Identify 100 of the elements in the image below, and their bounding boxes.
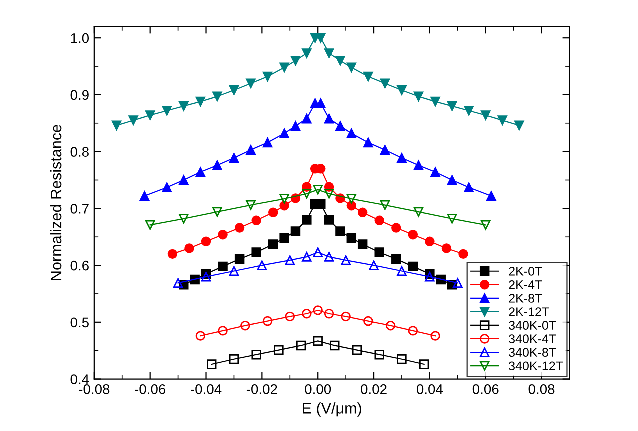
point — [246, 78, 256, 88]
point — [324, 309, 334, 319]
point — [336, 226, 346, 236]
point — [162, 106, 172, 116]
point — [280, 200, 290, 211]
point — [414, 207, 424, 217]
point — [240, 320, 250, 331]
point — [374, 350, 384, 360]
point — [414, 92, 424, 102]
y-tick-label: 0.9 — [70, 90, 89, 100]
point — [229, 86, 240, 96]
point — [201, 272, 212, 282]
point — [364, 72, 374, 82]
point — [316, 33, 326, 43]
point — [447, 214, 458, 224]
point — [313, 185, 323, 195]
point — [419, 360, 430, 370]
point — [302, 114, 312, 124]
point — [346, 62, 357, 73]
point — [280, 62, 290, 73]
point — [179, 175, 189, 186]
point — [486, 191, 496, 202]
legend-label: 340K-4T — [509, 334, 556, 344]
point — [480, 220, 491, 230]
point — [453, 278, 463, 288]
point — [285, 312, 295, 322]
x-tick-label: 0.04 — [416, 384, 444, 394]
point — [392, 223, 402, 233]
x-tick-label: 0.02 — [361, 384, 387, 394]
point — [212, 207, 222, 217]
point — [268, 208, 278, 218]
x-axis-title: E (V/μm) — [303, 402, 362, 417]
point — [196, 167, 206, 178]
point — [218, 230, 228, 240]
point — [330, 340, 340, 351]
point — [274, 345, 284, 356]
point — [313, 306, 323, 316]
point — [234, 223, 245, 233]
point — [430, 331, 440, 341]
point — [313, 248, 323, 258]
point — [386, 320, 396, 331]
point — [234, 254, 245, 264]
point — [268, 240, 278, 250]
point — [498, 116, 508, 126]
point — [212, 160, 222, 170]
point — [262, 72, 273, 82]
point — [218, 262, 228, 272]
point — [397, 266, 407, 276]
point — [316, 98, 326, 108]
point — [458, 249, 468, 260]
legend-label: 340K-8T — [509, 348, 556, 358]
point — [280, 194, 290, 204]
point — [380, 145, 390, 155]
point — [252, 350, 262, 360]
legend-label: 340K-12T — [509, 362, 564, 371]
point — [447, 175, 458, 186]
point — [246, 200, 256, 210]
y-tick-label: 1.0 — [71, 33, 90, 44]
point — [229, 153, 240, 163]
point — [425, 236, 435, 247]
point — [324, 114, 334, 124]
x-tick-label: 0.00 — [305, 384, 332, 394]
point — [173, 278, 184, 288]
point — [392, 254, 402, 264]
point — [514, 120, 524, 131]
point — [313, 336, 323, 346]
point — [218, 326, 228, 336]
point — [324, 48, 334, 58]
x-tick-label: -0.04 — [191, 384, 222, 394]
point — [324, 215, 334, 225]
point — [252, 216, 262, 226]
point — [290, 56, 301, 66]
point — [352, 345, 362, 356]
point — [480, 110, 491, 120]
point — [302, 189, 312, 199]
point — [168, 249, 178, 260]
point — [430, 167, 440, 178]
point — [201, 236, 212, 247]
y-tick-label: 0.7 — [70, 204, 89, 214]
y-tick-label: 0.8 — [70, 147, 89, 157]
point — [290, 121, 301, 132]
point — [140, 191, 150, 202]
point — [397, 153, 407, 163]
point — [229, 354, 240, 364]
y-tick-label: 0.4 — [70, 374, 90, 384]
point — [290, 226, 301, 236]
point — [408, 326, 418, 336]
point — [324, 252, 334, 262]
point — [442, 244, 452, 254]
point — [296, 340, 306, 351]
x-tick-label: -0.06 — [135, 384, 166, 394]
point — [346, 194, 357, 204]
point — [369, 260, 379, 270]
point — [408, 262, 418, 272]
point — [229, 266, 240, 276]
x-tick-label: -0.08 — [79, 384, 110, 394]
point — [162, 182, 172, 193]
point — [364, 138, 374, 148]
x-tick-label: 0.08 — [528, 384, 555, 394]
point — [346, 128, 357, 138]
